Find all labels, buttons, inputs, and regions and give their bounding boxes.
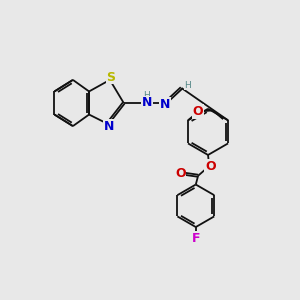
Text: H: H [184, 81, 191, 90]
Text: O: O [205, 160, 216, 172]
Text: N: N [142, 97, 152, 110]
Text: N: N [103, 120, 114, 133]
Text: F: F [191, 232, 200, 244]
Text: N: N [160, 98, 170, 111]
Text: H: H [143, 91, 150, 100]
Text: O: O [175, 167, 186, 180]
Text: O: O [193, 105, 203, 118]
Text: S: S [106, 70, 116, 84]
